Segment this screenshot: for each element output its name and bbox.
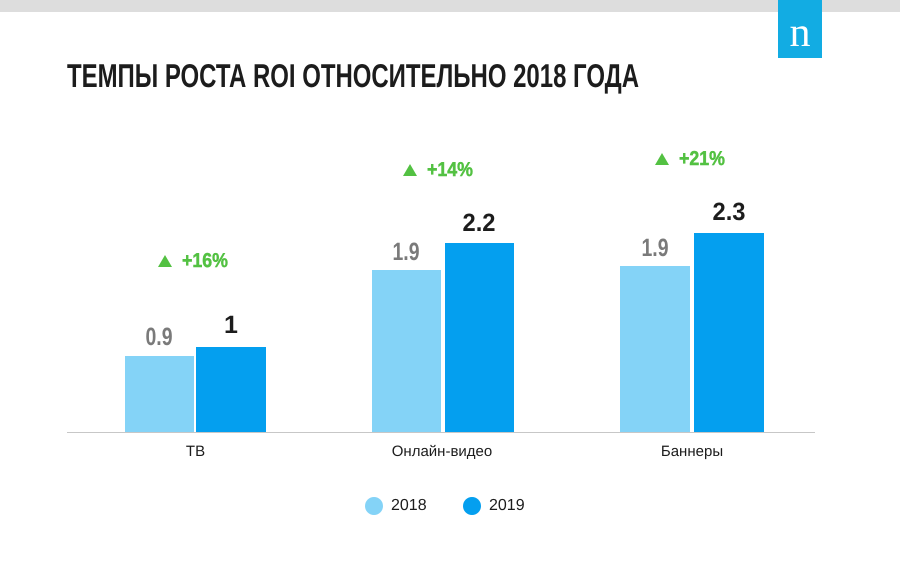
svg-text:1.9: 1.9: [393, 238, 420, 266]
svg-text:+16%: +16%: [182, 250, 228, 272]
svg-text:ТЕМПЫ РОСТА ROI ОТНОСИТЕЛЬНО 2: ТЕМПЫ РОСТА ROI ОТНОСИТЕЛЬНО 2018 ГОДА: [67, 57, 639, 94]
svg-text:1: 1: [224, 311, 238, 339]
svg-text:0.9: 0.9: [146, 323, 173, 351]
svg-text:1.9: 1.9: [642, 234, 669, 262]
svg-text:+21%: +21%: [679, 148, 725, 170]
svg-text:2.3: 2.3: [713, 198, 746, 226]
svg-text:2.2: 2.2: [463, 209, 496, 237]
svg-text:+14%: +14%: [427, 159, 473, 181]
